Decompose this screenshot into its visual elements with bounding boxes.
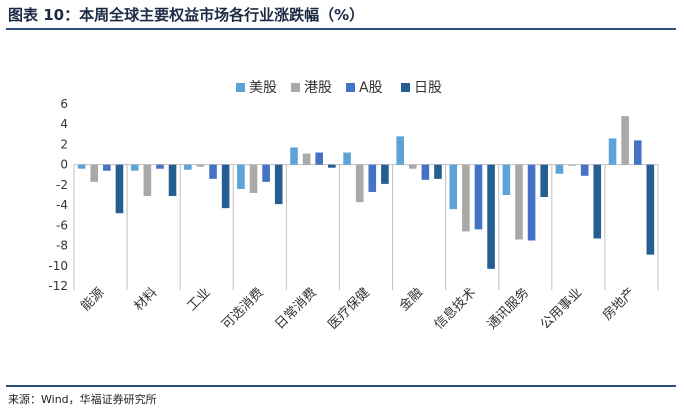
bar-日股-能源 [115,164,124,214]
x-category-label: 日常消费 [272,285,319,332]
y-tick-label: -6 [56,218,68,232]
bar-港股-信息技术 [462,164,470,232]
bar-美股-能源 [77,164,86,169]
bar-A股-能源 [103,164,111,171]
legend-swatch-美股 [236,83,245,92]
bar-A股-公用事业 [580,164,589,176]
bar-日股-信息技术 [487,164,495,269]
bar-日股-医疗保健 [381,164,389,184]
bar-A股-日常消费 [315,152,324,165]
x-category-label: 信息技术 [431,285,479,333]
y-tick-label: 4 [60,117,68,131]
bar-日股-房地产 [646,164,655,255]
bar-A股-信息技术 [474,164,483,230]
bar-日股-材料 [168,164,177,197]
legend-swatch-日股 [401,83,410,92]
x-category-label: 公用事业 [538,285,585,332]
bar-美股-金融 [396,136,404,165]
source-note: 来源：Wind，华福证券研究所 [8,393,157,406]
figure-title: 图表 10：本周全球主要权益市场各行业涨跌幅（%） [8,6,365,24]
legend-swatch-A股 [346,83,355,92]
bar-A股-房地产 [633,140,642,165]
bar-美股-房地产 [608,138,617,165]
bar-A股-金融 [421,164,430,180]
bar-日股-通讯服务 [540,164,548,198]
bottom-rule [6,385,676,387]
legend-swatch-港股 [291,83,300,92]
bar-美股-日常消费 [290,147,298,165]
y-tick-label: 2 [60,137,68,151]
bar-日股-工业 [221,164,230,209]
bar-美股-公用事业 [555,164,564,174]
bar-日股-日常消费 [328,164,336,168]
bar-港股-工业 [196,164,205,167]
bar-港股-材料 [143,164,152,197]
x-category-label: 工业 [185,285,214,314]
y-tick-label: -2 [56,178,68,192]
bar-港股-金融 [408,164,417,169]
bar-A股-可选消费 [262,164,270,182]
legend-label: 日股 [414,80,442,96]
bar-日股-金融 [434,164,442,179]
bar-日股-公用事业 [593,164,602,239]
x-category-label: 能源 [78,285,107,314]
bar-港股-能源 [90,164,99,182]
y-tick-label: -12 [48,279,68,293]
x-category-label: 材料 [131,285,160,314]
bar-美股-材料 [130,164,139,171]
y-tick-label: 0 [60,158,68,172]
y-tick-label: -4 [56,198,68,212]
y-tick-label: -8 [56,239,68,253]
bar-A股-医疗保健 [368,164,377,192]
bar-港股-房地产 [621,116,629,165]
y-tick-label: 6 [60,97,68,111]
x-category-label: 通讯服务 [484,285,532,333]
x-category-label: 金融 [396,285,426,315]
bar-美股-通讯服务 [502,164,511,195]
x-category-label: 房地产 [599,285,638,324]
bar-日股-可选消费 [274,164,283,205]
bar-港股-可选消费 [249,164,258,193]
y-tick-label: -10 [48,259,68,273]
legend-label: A股 [359,80,383,96]
bar-港股-公用事业 [568,164,576,166]
bar-美股-医疗保健 [343,152,351,165]
bar-美股-工业 [184,164,192,170]
legend-label: 美股 [249,80,277,96]
legend-label: 港股 [304,80,332,96]
bar-A股-材料 [156,164,164,169]
bar-美股-信息技术 [449,164,458,210]
x-category-label: 医疗保健 [325,285,372,332]
bar-美股-可选消费 [237,164,245,189]
bar-港股-日常消费 [302,153,311,165]
top-rule [6,28,676,30]
bar-港股-通讯服务 [515,164,523,240]
x-category-label: 可选消费 [219,285,266,332]
bar-A股-通讯服务 [527,164,536,241]
bar-A股-工业 [209,164,217,179]
bar-港股-医疗保健 [355,164,364,203]
